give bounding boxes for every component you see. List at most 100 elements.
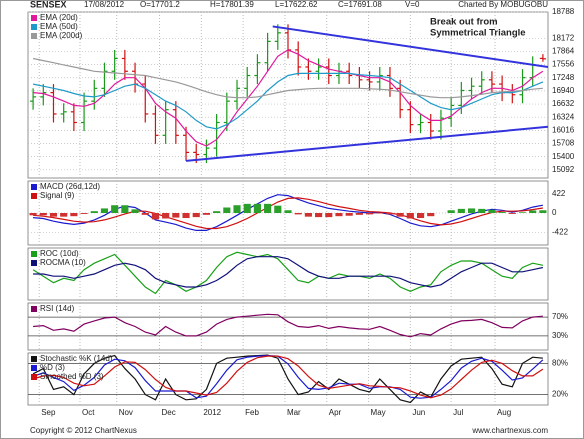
legend-swatch	[31, 306, 37, 312]
legend-label: EMA (50d)	[40, 22, 78, 31]
histogram-bar	[202, 213, 210, 215]
symbol: SENSEX	[30, 0, 67, 9]
copyright: Copyright © 2012 ChartNexus	[30, 426, 137, 435]
legend-label: EMA (200d)	[40, 31, 83, 40]
histogram-bar	[49, 213, 58, 217]
panel	[27, 247, 549, 301]
trendline	[272, 25, 549, 68]
legend-label: EMA (20d)	[40, 13, 78, 22]
panel	[27, 302, 549, 351]
y-tick-label: 17864	[552, 47, 575, 56]
y-tick-label: 422	[552, 189, 566, 198]
series-line	[33, 313, 543, 338]
histogram-bar	[366, 213, 374, 215]
series-line	[32, 355, 544, 399]
x-tick-label: Jul	[453, 408, 463, 417]
close: C=17691.08	[338, 0, 382, 9]
y-tick-label: 15400	[552, 152, 575, 161]
legend-swatch	[31, 15, 37, 21]
legend-swatch	[31, 184, 37, 190]
y-tick-label: 18172	[552, 33, 575, 42]
histogram-bar	[70, 213, 78, 217]
high: H=17801.39	[210, 0, 254, 9]
y-tick-label: 16016	[552, 125, 575, 134]
histogram-bar	[498, 212, 506, 213]
histogram-bar	[172, 213, 180, 218]
series-line	[33, 49, 544, 147]
histogram-bar	[518, 212, 527, 213]
legend-swatch	[31, 193, 37, 199]
histogram-bar	[243, 203, 251, 213]
x-tick-label: Jun	[412, 408, 425, 417]
histogram-bar	[529, 210, 537, 213]
y-tick-label: 16632	[552, 99, 575, 108]
y-tick-label: 80%	[552, 359, 568, 368]
histogram-bar	[304, 213, 312, 217]
series-line	[32, 354, 544, 399]
histogram-bar	[488, 209, 496, 213]
histogram-bar	[396, 213, 404, 217]
histogram-bar	[284, 210, 292, 213]
histogram-bar	[264, 203, 272, 213]
volume: V=0	[405, 0, 420, 9]
low: L=17622.62	[275, 0, 318, 9]
y-tick-label: 70%	[552, 312, 568, 321]
series-line	[32, 72, 544, 130]
charted-by: Charted By MOBUGOBU	[458, 0, 548, 9]
histogram-bar	[315, 213, 323, 218]
series-line	[33, 197, 543, 230]
y-tick-label: 16324	[552, 112, 575, 121]
y-tick-label: 30%	[552, 331, 568, 340]
histogram-bar	[294, 213, 302, 215]
legend-label: ROC (10d)	[40, 249, 79, 258]
histogram-bar	[325, 213, 333, 218]
histogram-bar	[182, 213, 190, 219]
histogram-bar	[151, 213, 160, 220]
histogram-bar	[162, 213, 170, 219]
histogram-bar	[427, 213, 435, 217]
legend-swatch	[31, 356, 37, 362]
legend-label: ROCMA (10)	[40, 258, 86, 267]
open: O=17701.2	[140, 0, 180, 9]
histogram-bar	[192, 213, 200, 218]
series-line	[32, 57, 543, 99]
legend-swatch	[31, 365, 37, 371]
histogram-bar	[90, 211, 98, 213]
series-line	[32, 251, 544, 295]
x-tick-label: Apr	[329, 408, 342, 417]
x-tick-label: Sep	[41, 408, 56, 417]
histogram-bar	[39, 213, 47, 216]
histogram-bar	[111, 205, 119, 213]
legend-label: RSI (14d)	[40, 304, 75, 313]
legend-label: Smoothed %D (3)	[40, 372, 104, 381]
histogram-bar	[457, 208, 465, 213]
x-tick-label: Nov	[119, 408, 133, 417]
x-tick-label: Mar	[287, 408, 301, 417]
y-tick-label: 17556	[552, 60, 575, 69]
legend-label: %D (3)	[40, 363, 65, 372]
x-tick-label: 2012	[203, 408, 221, 417]
histogram-bar	[29, 213, 37, 216]
legend-swatch	[31, 33, 37, 39]
y-tick-label: 18788	[552, 7, 575, 16]
annotation: Break out from	[430, 17, 498, 28]
histogram-bar	[406, 213, 414, 219]
y-tick-label: 16940	[552, 86, 575, 95]
website: www.chartnexus.com	[471, 426, 548, 435]
histogram-bar	[121, 205, 129, 213]
x-tick-label: Oct	[82, 408, 95, 417]
date: 17/08/2012	[84, 0, 125, 9]
histogram-bar	[345, 213, 353, 216]
trendline	[185, 125, 549, 162]
legend-swatch	[31, 260, 37, 266]
legend-label: Stochastic %K (14d)	[40, 354, 113, 363]
histogram-bar	[447, 210, 455, 213]
legend-swatch	[31, 24, 37, 30]
y-tick-label: 0	[552, 208, 557, 217]
y-tick-label: 17248	[552, 73, 575, 82]
x-tick-label: Feb	[245, 408, 259, 417]
x-tick-label: May	[371, 408, 386, 417]
histogram-bar	[131, 209, 139, 213]
histogram-bar	[100, 208, 109, 213]
